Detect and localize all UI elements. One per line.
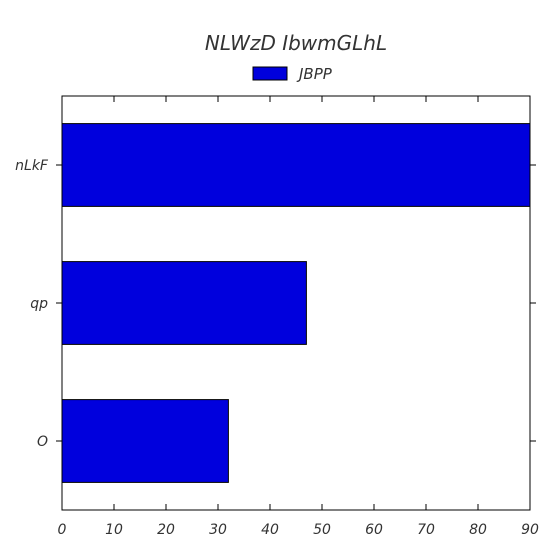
- bar-qp: [61, 261, 307, 345]
- y-tick-label: qp: [30, 296, 48, 312]
- x-tick-label: 50: [313, 522, 331, 538]
- bar-nLkF: [61, 123, 531, 207]
- x-tick-label: 40: [261, 522, 279, 538]
- x-tick-label: 30: [209, 522, 227, 538]
- legend: JBPP: [252, 65, 333, 83]
- x-axis: 0 10 20 30 40 50 60 70 80 90: [58, 96, 539, 538]
- bar-O: [61, 399, 229, 483]
- x-tick-label: 80: [469, 522, 487, 538]
- x-tick-label: 70: [417, 522, 435, 538]
- chart-title: NLWzD IbwmGLhL: [205, 31, 387, 55]
- legend-label: JBPP: [296, 65, 333, 83]
- x-tick-label: 90: [521, 522, 539, 538]
- y-axis: nLkF qp O: [15, 158, 536, 450]
- legend-swatch: [252, 66, 288, 81]
- x-tick-label: 0: [58, 522, 67, 538]
- x-tick-label: 10: [105, 522, 123, 538]
- x-tick-label: 20: [157, 522, 175, 538]
- y-tick-label: nLkF: [15, 158, 49, 174]
- y-tick-label: O: [37, 434, 48, 450]
- x-tick-label: 60: [365, 522, 383, 538]
- bars-group: [61, 123, 531, 483]
